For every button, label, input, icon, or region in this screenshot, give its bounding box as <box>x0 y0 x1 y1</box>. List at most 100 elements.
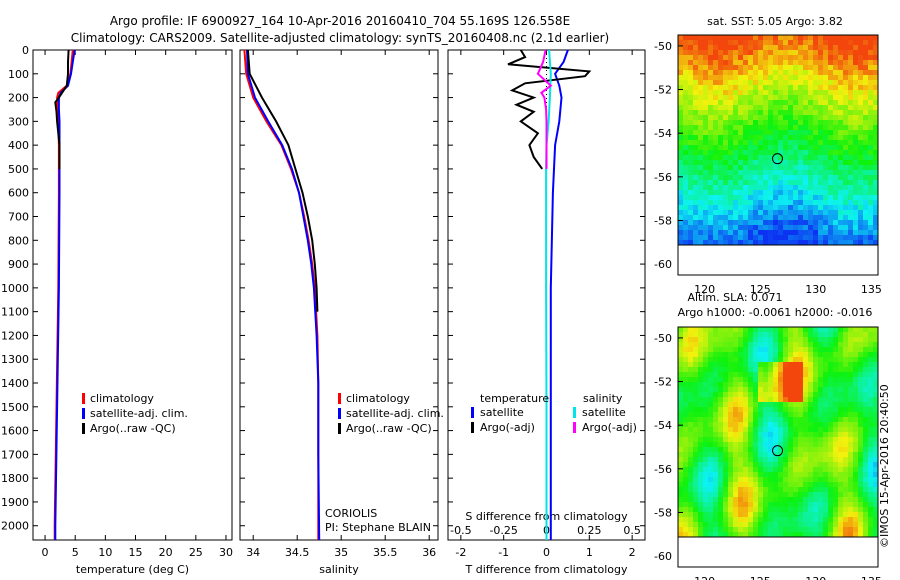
map-cell <box>683 185 688 190</box>
map-cell <box>698 240 703 245</box>
map-cell <box>808 467 813 472</box>
map-cell <box>833 442 838 447</box>
map-cell <box>748 200 753 205</box>
map-cell <box>808 135 813 140</box>
map-cell <box>758 205 763 210</box>
map-cell <box>813 150 818 155</box>
map-cell <box>683 230 688 235</box>
map-cell <box>863 327 868 332</box>
map-cell <box>718 387 723 392</box>
map-cell <box>713 70 718 75</box>
map-cell <box>813 55 818 60</box>
map-cell <box>783 70 788 75</box>
map-cell <box>838 477 843 482</box>
map-cell <box>693 427 698 432</box>
map-cell <box>748 70 753 75</box>
map-cell <box>793 487 798 492</box>
map-cell <box>758 387 763 392</box>
map-cell <box>758 407 763 412</box>
map-cell <box>788 362 793 367</box>
map-cell <box>703 205 708 210</box>
map-cell <box>843 372 848 377</box>
map-cell <box>873 105 878 110</box>
map-cell <box>718 497 723 502</box>
map-cell <box>798 90 803 95</box>
map-cell <box>773 337 778 342</box>
map-cell <box>753 437 758 442</box>
map-cell <box>788 412 793 417</box>
map-cell <box>873 40 878 45</box>
map-cell <box>783 140 788 145</box>
map-cell <box>868 160 873 165</box>
map-cell <box>818 140 823 145</box>
map-cell <box>718 210 723 215</box>
map-cell <box>843 457 848 462</box>
map-cell <box>718 492 723 497</box>
map-cell <box>758 80 763 85</box>
map-cell <box>748 417 753 422</box>
map-cell <box>683 377 688 382</box>
map-y-tick-label: -52 <box>654 84 672 97</box>
map-cell <box>688 497 693 502</box>
legend-swatch <box>338 423 341 434</box>
map-bottom-strip <box>677 536 879 568</box>
map-cell <box>758 327 763 332</box>
map-cell <box>868 130 873 135</box>
legend-entry: Argo(..raw -QC) <box>346 422 432 435</box>
map-cell <box>698 357 703 362</box>
map-cell <box>763 220 768 225</box>
map-cell <box>753 100 758 105</box>
map-cell <box>868 135 873 140</box>
map-cell <box>873 442 878 447</box>
map-cell <box>778 347 783 352</box>
map-cell <box>783 135 788 140</box>
map-cell <box>733 100 738 105</box>
map-cell <box>833 477 838 482</box>
map-cell <box>703 210 708 215</box>
map-cell <box>743 392 748 397</box>
map-cell <box>858 332 863 337</box>
map-cell <box>818 235 823 240</box>
map-cell <box>853 327 858 332</box>
map-cell <box>753 347 758 352</box>
map-cell <box>733 492 738 497</box>
map-cell <box>793 95 798 100</box>
map-cell <box>788 235 793 240</box>
map-cell <box>723 80 728 85</box>
map-cell <box>703 240 708 245</box>
map-cell <box>873 457 878 462</box>
map-cell <box>833 230 838 235</box>
map-x-tick-label: 130 <box>805 575 826 580</box>
map-cell <box>808 462 813 467</box>
map-cell <box>808 45 813 50</box>
map-cell <box>678 422 683 427</box>
map-cell <box>808 225 813 230</box>
map-cell <box>753 155 758 160</box>
map-cell <box>858 165 863 170</box>
map-cell <box>848 215 853 220</box>
map-cell <box>788 105 793 110</box>
map-cell <box>748 502 753 507</box>
map-cell <box>703 387 708 392</box>
x-axis-label: T difference from climatology <box>465 563 628 576</box>
map-cell <box>723 332 728 337</box>
map-cell <box>773 115 778 120</box>
map-cell <box>748 135 753 140</box>
map-cell <box>698 467 703 472</box>
map-cell <box>818 432 823 437</box>
map-cell <box>778 467 783 472</box>
map-cell <box>763 165 768 170</box>
map-cell <box>873 150 878 155</box>
map-cell <box>843 472 848 477</box>
map-cell <box>678 200 683 205</box>
map-cell <box>833 487 838 492</box>
map-cell <box>808 220 813 225</box>
map-cell <box>743 417 748 422</box>
map-cell <box>788 220 793 225</box>
map-cell <box>698 70 703 75</box>
map-cell <box>758 185 763 190</box>
map-cell <box>768 235 773 240</box>
map-cell <box>803 235 808 240</box>
map-cell <box>798 387 803 392</box>
map-cell <box>788 70 793 75</box>
